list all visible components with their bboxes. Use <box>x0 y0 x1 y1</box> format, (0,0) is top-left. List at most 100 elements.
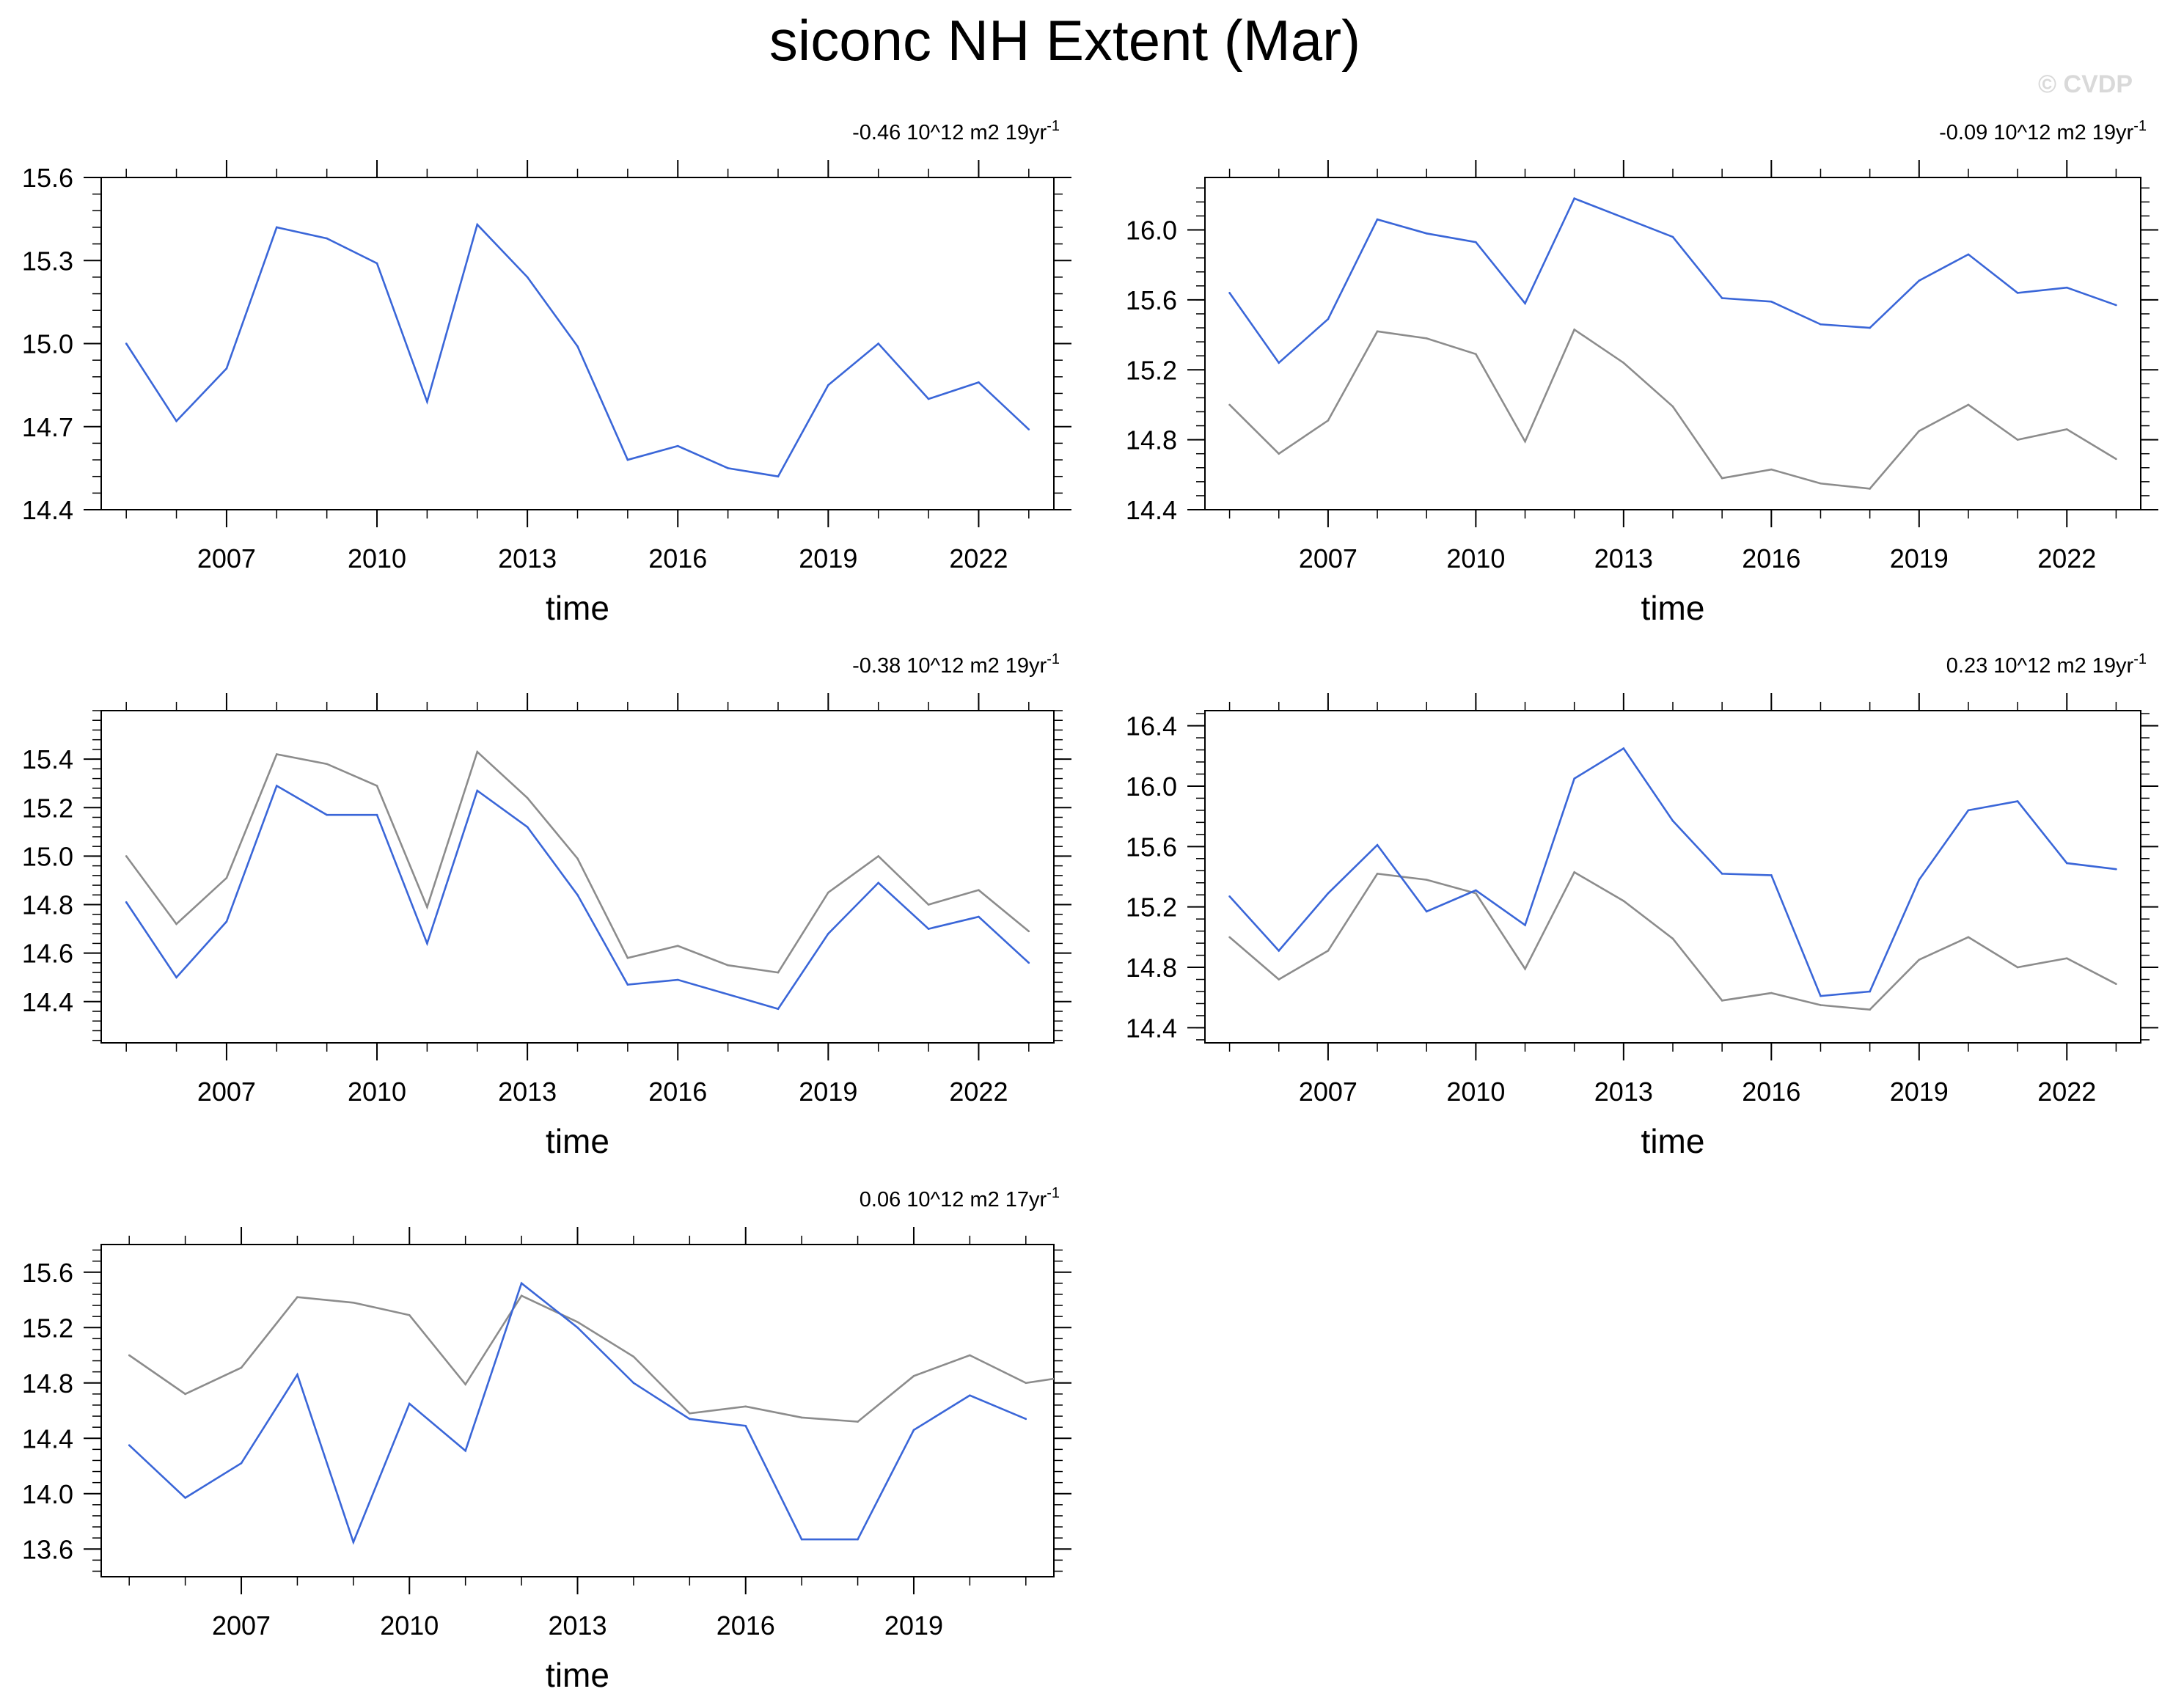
dataset-point <box>1524 924 1526 926</box>
dataset-point <box>464 1449 466 1452</box>
y-tick-label: 14.4 <box>1126 1013 1177 1043</box>
reference-point <box>2016 966 2019 969</box>
reference-point <box>352 1301 355 1304</box>
dataset-point <box>912 1429 915 1432</box>
x-tick-label: 2013 <box>548 1610 607 1641</box>
reference-point <box>1770 468 1773 471</box>
dataset-point <box>520 1282 523 1285</box>
reference-point <box>1425 879 1428 881</box>
reference-line <box>1228 328 2117 490</box>
trend-label: 0.23 10^12 m2 19yr-1 <box>1946 651 2147 678</box>
x-tick-label: 2022 <box>2037 543 2096 573</box>
dataset-point <box>1425 910 1428 913</box>
x-tick-label: 2013 <box>1594 1077 1653 1107</box>
reference-line <box>125 749 1030 974</box>
dataset-point <box>326 813 328 816</box>
reference-point <box>375 785 378 787</box>
reference-point <box>1622 362 1625 364</box>
trend-superscript: -1 <box>1047 118 1060 134</box>
dataset-point <box>426 942 428 945</box>
dataset-point <box>1671 235 1674 238</box>
y-tick-label: 14.8 <box>22 890 73 920</box>
dataset-point <box>2016 800 2019 802</box>
y-tick-label: 16.4 <box>1126 711 1177 741</box>
dataset-point <box>2065 286 2068 289</box>
y-tick-label: 14.4 <box>22 495 73 525</box>
x-tick-label: 2007 <box>197 1077 256 1107</box>
reference-point <box>2115 458 2117 461</box>
dataset-point <box>1278 362 1280 364</box>
reference-point <box>1376 873 1379 875</box>
dataset-point <box>1820 994 1822 997</box>
y-tick-label: 14.4 <box>1126 495 1177 525</box>
dataset-point <box>326 237 328 240</box>
dataset-line <box>1228 197 2117 364</box>
chart-panel-1: -0.46 10^12 m2 19yr-1 14.4 14.7 15.0 15.3 15.… <box>22 118 1071 627</box>
dataset-point <box>1622 216 1625 219</box>
y-tick-label: 16.0 <box>1126 771 1177 802</box>
reference-point <box>2065 428 2068 430</box>
reference-point <box>1820 482 1822 485</box>
dataset-point <box>1524 302 1526 304</box>
trend-text: -0.09 10^12 m2 19yr <box>1939 121 2133 144</box>
reference-point <box>464 1383 466 1385</box>
dataset-point <box>1869 990 1871 993</box>
dataset-point <box>1770 300 1773 303</box>
reference-point <box>2065 957 2068 959</box>
chart-panel-4: 0.23 10^12 m2 19yr-1 14.4 14.8 15.2 15.6 16.0… <box>1126 651 2158 1160</box>
dataset-point <box>1376 843 1379 846</box>
trend-label: -0.46 10^12 m2 19yr-1 <box>852 118 1060 144</box>
dataset-point <box>476 223 479 226</box>
reference-series <box>125 749 1030 974</box>
dataset-point <box>632 1382 635 1385</box>
x-tick-label: 2016 <box>1742 1077 1800 1107</box>
dataset-point <box>927 397 930 400</box>
dataset-point <box>175 976 177 979</box>
dataset-point <box>476 789 479 792</box>
reference-point <box>1967 936 1970 939</box>
trend-label: 0.06 10^12 m2 17yr-1 <box>860 1185 1060 1212</box>
reference-point <box>128 1354 131 1357</box>
reference-series <box>1228 871 2117 1011</box>
reference-point <box>296 1296 298 1299</box>
dataset-point <box>1228 895 1231 898</box>
x-tick-label: 2019 <box>1890 1077 1949 1107</box>
reference-point <box>2115 983 2117 985</box>
y-tick-label: 15.2 <box>22 793 73 823</box>
reference-point <box>777 971 780 974</box>
dataset-point <box>689 1418 691 1421</box>
reference-point <box>927 904 930 906</box>
dataset-point <box>877 342 880 345</box>
dataset-point <box>175 419 177 422</box>
dataset-point <box>1967 253 1970 256</box>
reference-point <box>125 855 128 857</box>
reference-point <box>1573 871 1575 873</box>
reference-point <box>827 891 829 894</box>
dataset-point <box>526 276 529 279</box>
dataset-point <box>626 458 629 461</box>
dataset-point <box>240 1462 243 1465</box>
x-tick-label: 2022 <box>2037 1077 2096 1107</box>
reference-point <box>744 1405 747 1408</box>
plot-frame <box>100 1244 1055 1577</box>
y-tick-label: 14.0 <box>22 1479 73 1509</box>
dataset-point <box>526 826 529 829</box>
dataset-point <box>1475 241 1477 243</box>
trend-text: 0.23 10^12 m2 19yr <box>1946 654 2134 678</box>
y-tick-label: 15.3 <box>22 246 73 276</box>
reference-point <box>689 1412 691 1415</box>
reference-point <box>576 857 579 860</box>
x-tick-label: 2016 <box>1742 543 1800 573</box>
y-tick-label: 14.8 <box>1126 425 1177 455</box>
dataset-series <box>125 222 1030 478</box>
reference-point <box>1869 1008 1871 1011</box>
x-tick-label: 2013 <box>498 1077 557 1107</box>
reference-point <box>184 1393 186 1396</box>
dataset-point <box>827 932 829 935</box>
reference-point <box>676 945 679 948</box>
dataset-point <box>2016 292 2019 294</box>
x-tick-label: 2019 <box>1890 543 1949 573</box>
dataset-point <box>827 384 829 386</box>
reference-point <box>1327 950 1330 952</box>
y-tick-label: 14.6 <box>22 939 73 969</box>
